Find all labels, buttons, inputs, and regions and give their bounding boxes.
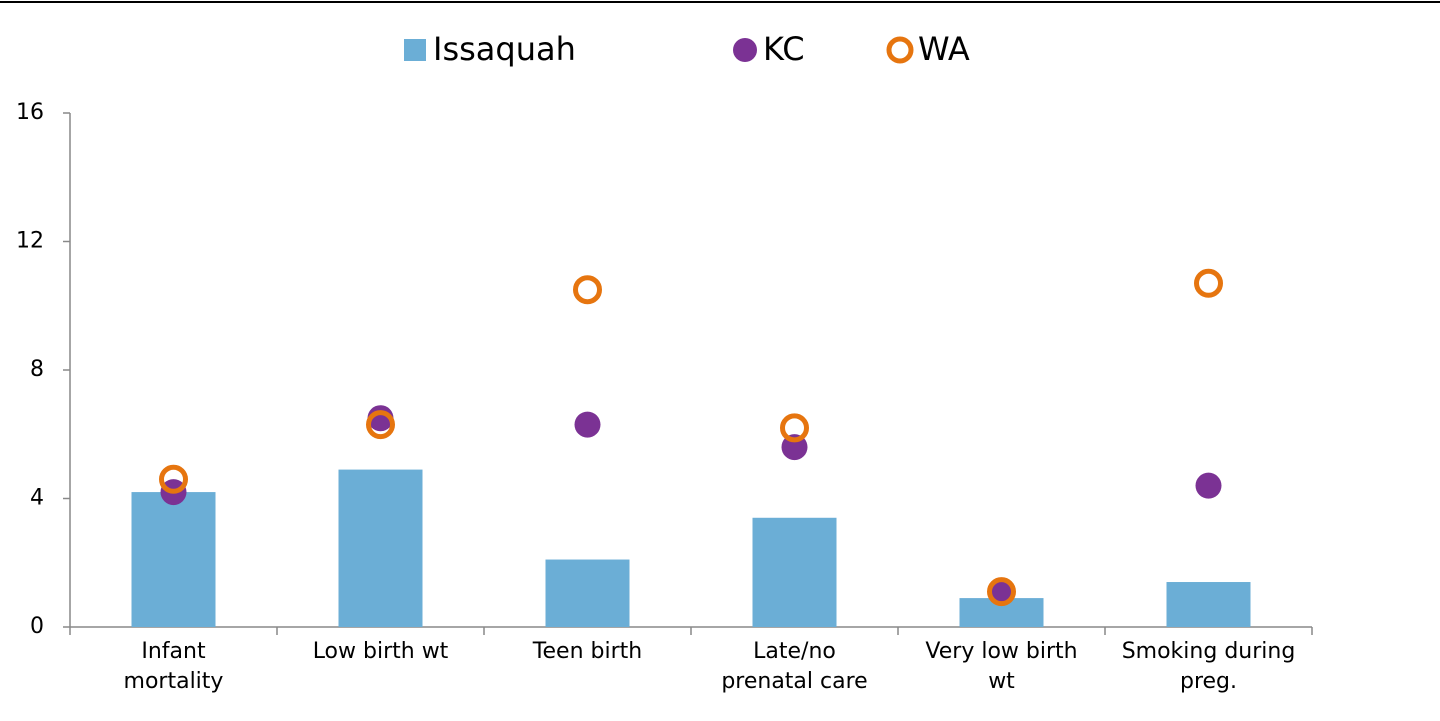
legend-label: KC bbox=[763, 30, 805, 68]
x-tick-label: Late/no prenatal care bbox=[721, 639, 868, 694]
legend-swatch bbox=[404, 39, 426, 61]
ring bbox=[366, 410, 395, 440]
x-tick-label: Teen birth bbox=[532, 639, 643, 664]
dot bbox=[1195, 472, 1222, 499]
dot bbox=[574, 411, 601, 438]
x-tick-label: Smoking during preg. bbox=[1121, 639, 1296, 694]
legend-swatch bbox=[733, 38, 757, 62]
x-tick-label: Low birth wt bbox=[312, 639, 449, 664]
bar bbox=[545, 559, 630, 627]
dot bbox=[988, 578, 1015, 605]
legend-label: WA bbox=[918, 30, 970, 68]
x-tick-label: Infant mortality bbox=[123, 639, 224, 694]
ring bbox=[573, 275, 602, 305]
ring bbox=[780, 413, 809, 443]
y-tick-label: 0 bbox=[30, 614, 44, 639]
ring bbox=[987, 577, 1016, 607]
y-tick-label: 8 bbox=[30, 357, 44, 382]
x-tick-label: Very low birth wt bbox=[925, 639, 1078, 694]
y-tick-label: 4 bbox=[30, 486, 44, 511]
bar bbox=[752, 517, 837, 627]
ring bbox=[1194, 268, 1223, 298]
bar bbox=[131, 492, 216, 627]
legend-swatch bbox=[886, 36, 914, 64]
y-tick-label: 12 bbox=[16, 229, 44, 254]
bar bbox=[1166, 582, 1251, 627]
ring bbox=[159, 464, 188, 494]
bar bbox=[338, 469, 423, 627]
y-tick-label: 16 bbox=[16, 100, 44, 125]
legend-label: Issaquah bbox=[433, 30, 576, 68]
